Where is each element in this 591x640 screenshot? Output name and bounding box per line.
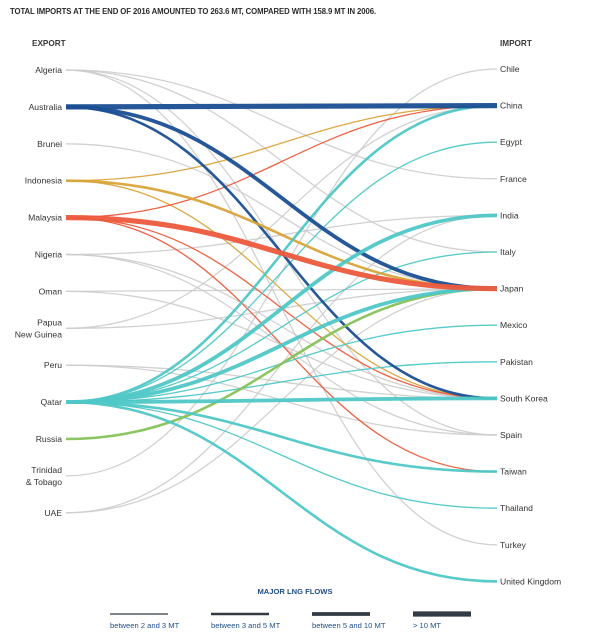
importer-label-taiwan: Taiwan xyxy=(500,467,527,477)
exporter-label-papua-new-guinea: New Guinea xyxy=(15,329,63,339)
legend-label-4: > 10 MT xyxy=(413,621,441,630)
diagram-title: TOTAL IMPORTS AT THE END OF 2016 AMOUNTE… xyxy=(10,6,376,16)
flow-qatar-to-india xyxy=(65,213,498,404)
exporter-label-brunei: Brunei xyxy=(37,139,62,149)
exporter-label-papua-new-guinea: Papua xyxy=(37,317,62,327)
exporter-label-australia: Australia xyxy=(29,102,63,112)
flow-qatar-to-egypt xyxy=(65,141,498,403)
exporter-label-qatar: Qatar xyxy=(41,397,63,407)
importer-label-turkey: Turkey xyxy=(500,540,527,550)
flow-algeria-to-france xyxy=(65,69,498,180)
flow-malaysia-to-japan xyxy=(65,215,498,292)
flow-qatar-to-uk xyxy=(65,400,498,583)
flow-links xyxy=(65,68,498,583)
legend-items: between 2 and 3 MT between 3 and 5 MT betw… xyxy=(110,611,471,630)
exporter-label-algeria: Algeria xyxy=(35,65,62,75)
flow-indonesia-to-china xyxy=(65,104,498,182)
flow-indonesia-to-south-korea xyxy=(65,180,498,400)
importer-label-india: India xyxy=(500,210,519,220)
importer-label-uk: United Kingdom xyxy=(500,576,561,586)
legend-title: MAJOR LNG FLOWS xyxy=(257,587,332,596)
flow-qatar-to-south-korea xyxy=(65,396,498,404)
exporter-label-trinidad-tobago: Trinidad xyxy=(31,465,62,475)
export-column-header: EXPORT xyxy=(32,39,66,48)
importer-labels: Chile China Egypt France India Italy Japan Mexi… xyxy=(500,64,561,586)
importer-label-italy: Italy xyxy=(500,247,516,257)
legend: MAJOR LNG FLOWS between 2 and 3 MT betwee… xyxy=(110,587,471,630)
flow-qatar-to-japan xyxy=(65,286,498,404)
legend-label-2: between 3 and 5 MT xyxy=(211,621,281,630)
flow-qatar-to-thailand xyxy=(65,401,498,509)
import-column-header: IMPORT xyxy=(500,39,532,48)
exporter-labels: Algeria Australia Brunei Indonesia Malaysia N… xyxy=(15,65,63,518)
exporter-label-oman: Oman xyxy=(39,286,63,296)
exporter-label-indonesia: Indonesia xyxy=(25,176,62,186)
importer-label-france: France xyxy=(500,174,527,184)
importer-label-egypt: Egypt xyxy=(500,137,523,147)
importer-label-japan: Japan xyxy=(500,284,524,294)
legend-label-1: between 2 and 3 MT xyxy=(110,621,180,630)
exporter-label-trinidad-tobago: & Tobago xyxy=(26,477,62,487)
legend-label-3: between 5 and 10 MT xyxy=(312,621,386,630)
importer-label-china: China xyxy=(500,101,523,111)
importer-label-mexico: Mexico xyxy=(500,320,527,330)
importer-label-spain: Spain xyxy=(500,430,522,440)
importer-label-pakistan: Pakistan xyxy=(500,357,533,367)
flow-australia-to-china xyxy=(65,103,498,110)
exporter-label-nigeria: Nigeria xyxy=(35,250,62,260)
importer-label-chile: Chile xyxy=(500,64,520,74)
flow-russia-to-japan xyxy=(65,287,498,441)
flow-australia-to-japan xyxy=(65,105,498,291)
flow-qatar-to-taiwan xyxy=(65,400,498,473)
exporter-label-peru: Peru xyxy=(44,360,62,370)
flow-papua-new-guinea-to-china xyxy=(65,104,498,329)
importer-label-thailand: Thailand xyxy=(500,503,533,513)
exporter-label-russia: Russia xyxy=(36,434,62,444)
exporter-label-uae: UAE xyxy=(44,508,62,518)
flow-malaysia-to-china xyxy=(65,104,498,219)
importer-label-south-korea: South Korea xyxy=(500,393,548,403)
exporter-label-malaysia: Malaysia xyxy=(28,213,62,223)
